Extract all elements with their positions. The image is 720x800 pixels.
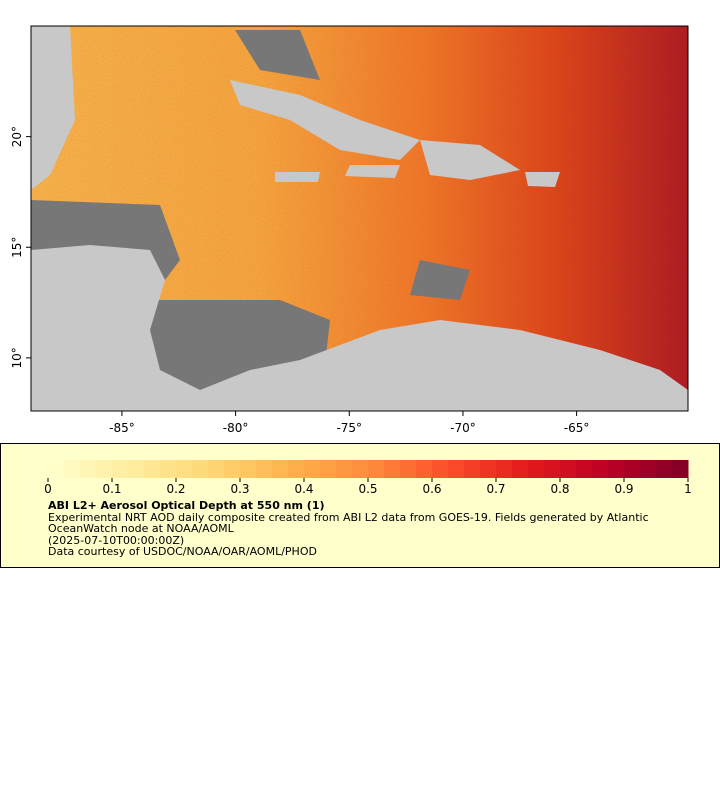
colorbar-swatch (64, 460, 81, 478)
colorbar-swatch (608, 460, 625, 478)
colorbar-swatch (320, 460, 337, 478)
colorbar-swatch (640, 460, 657, 478)
colorbar-tick-label: 0.4 (294, 482, 313, 496)
y-tick-label: 15° (10, 237, 24, 258)
x-tick-label: -70° (450, 421, 476, 435)
colorbar-tick-label: 0.6 (422, 482, 441, 496)
colorbar-swatch (48, 460, 65, 478)
colorbar-swatch (176, 460, 193, 478)
colorbar-tick-label: 0.8 (550, 482, 569, 496)
colorbar-swatch (448, 460, 465, 478)
colorbar-tick-label: 0.2 (166, 482, 185, 496)
colorbar-swatch (592, 460, 609, 478)
colorbar-swatch (400, 460, 417, 478)
colorbar-swatch (256, 460, 273, 478)
legend-text: ABI L2+ Aerosol Optical Depth at 550 nm … (48, 500, 688, 558)
colorbar-swatch (496, 460, 513, 478)
colorbar-swatch (128, 460, 145, 478)
colorbar-swatch (528, 460, 545, 478)
colorbar-swatch (272, 460, 289, 478)
x-tick-label: -80° (223, 421, 249, 435)
colorbar-swatch (208, 460, 225, 478)
colorbar-swatch (480, 460, 497, 478)
colorbar-swatch (112, 460, 129, 478)
colorbar-swatch (512, 460, 529, 478)
colorbar-swatch (368, 460, 385, 478)
colorbar-swatch (160, 460, 177, 478)
colorbar-tick-label: 0.3 (230, 482, 249, 496)
axes: -85° -80° -75° -70° -65° 10° 15° 20° (10, 126, 589, 435)
colorbar-swatch (464, 460, 481, 478)
colorbar-tick-label: 0.1 (102, 482, 121, 496)
x-tick-label: -65° (564, 421, 590, 435)
colorbar-swatch (560, 460, 577, 478)
colorbar-swatch (544, 460, 561, 478)
colorbar-swatch (144, 460, 161, 478)
colorbar-swatch (576, 460, 593, 478)
colorbar-swatch (624, 460, 641, 478)
legend-description: Experimental NRT AOD daily composite cre… (48, 510, 649, 535)
colorbar-swatch (224, 460, 241, 478)
colorbar-swatch (384, 460, 401, 478)
colorbar-tick-label: 1 (684, 482, 692, 496)
legend-credit: Data courtesy of USDOC/NOAA/OAR/AOML/PHO… (48, 545, 317, 558)
y-tick-label: 20° (10, 126, 24, 147)
colorbar-swatch (80, 460, 97, 478)
colorbar-swatch (288, 460, 305, 478)
colorbar-tick-label: 0.9 (614, 482, 633, 496)
colorbar-swatch (336, 460, 353, 478)
colorbar-swatch (352, 460, 369, 478)
map-frame (30, 25, 689, 412)
colorbar-swatch (240, 460, 257, 478)
map-image (31, 26, 688, 411)
colorbar-swatch (656, 460, 673, 478)
colorbar-swatch (304, 460, 321, 478)
y-tick-label: 10° (10, 347, 24, 368)
colorbar-swatch (96, 460, 113, 478)
colorbar-swatch (672, 460, 689, 478)
legend-title: ABI L2+ Aerosol Optical Depth at 550 nm … (48, 499, 325, 512)
colorbar-tick-label: 0.7 (486, 482, 505, 496)
colorbar-swatch (432, 460, 449, 478)
colorbar-swatch (192, 460, 209, 478)
colorbar-swatch (416, 460, 433, 478)
x-tick-label: -85° (109, 421, 135, 435)
x-tick-label: -75° (336, 421, 362, 435)
colorbar-tick-label: 0 (44, 482, 52, 496)
colorbar-tick-label: 0.5 (358, 482, 377, 496)
colorbar: 0 0.1 0.2 0.3 0.4 0.5 0.6 0.7 0.8 0.9 1 (44, 460, 692, 496)
legend-time: (2025-07-10T00:00:00Z) (48, 533, 185, 547)
